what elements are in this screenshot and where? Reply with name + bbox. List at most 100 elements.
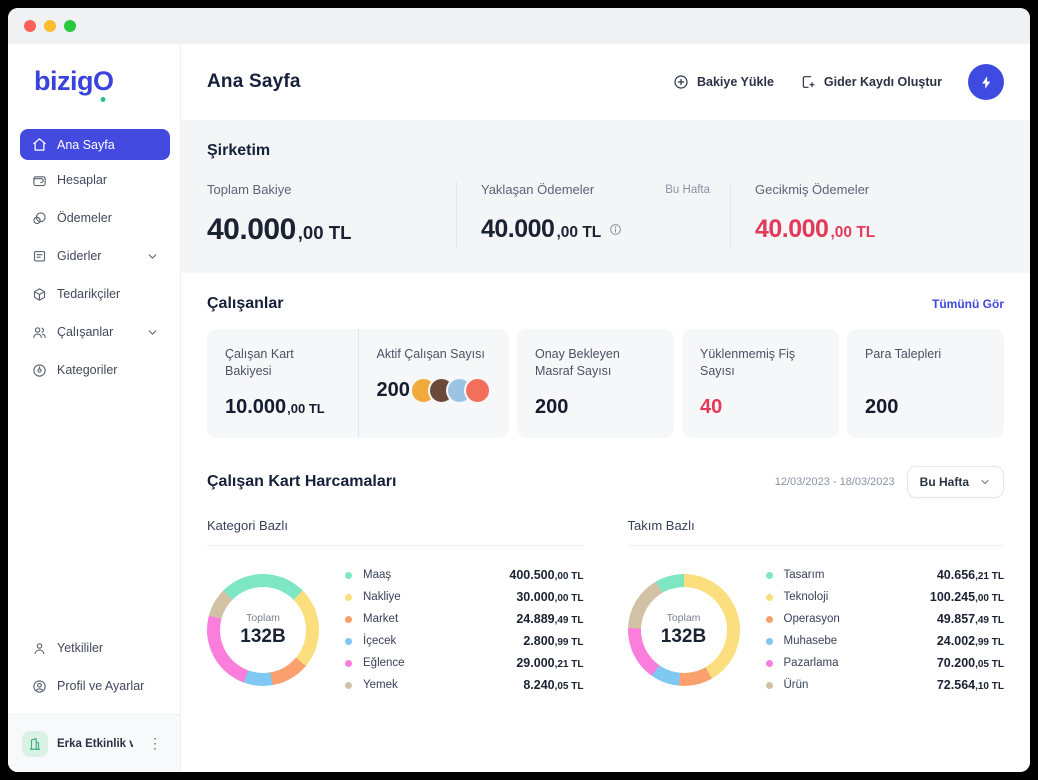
legend-label: Maaş: [363, 569, 392, 581]
legend-dot: [345, 593, 352, 601]
company-switcher[interactable]: Erka Etkinlik ve Tu... ⋮: [8, 714, 180, 772]
upcoming-payments-stat: Yaklaşan Ödemeler Bu Hafta 40.000,00 TL: [456, 182, 730, 247]
legend-row: Maaş 400.500,00 TL: [345, 568, 584, 582]
card-value: 200: [535, 396, 569, 418]
legend-row: Yemek 8.240,05 TL: [345, 678, 584, 692]
home-icon: [31, 137, 47, 153]
company-section-title: Şirketim: [207, 142, 271, 159]
legend-dot: [765, 615, 773, 623]
team-legend: Tasarım 40.656,21 TL Teknoloji 100.245,0…: [765, 568, 1004, 692]
card-label: Para Talepleri: [865, 347, 942, 361]
legend-value: 24.002,99 TL: [936, 634, 1004, 648]
legend-row: Ürün 72.564,10 TL: [765, 678, 1004, 692]
legend-label: Operasyon: [783, 613, 840, 625]
logo-text: bizig: [34, 66, 94, 96]
category-legend: Maaş 400.500,00 TL Nakliye 30.000,00 TL: [345, 568, 584, 692]
page-title: Ana Sayfa: [207, 71, 301, 92]
legend-dot: [765, 637, 773, 645]
company-summary-band: Şirketim Toplam Bakiye 40.000,00 TL Yakl…: [181, 120, 1030, 273]
sidebar-item-giderler[interactable]: Giderler: [20, 238, 170, 274]
legend-value: 2.800,99 TL: [523, 634, 584, 648]
employee-avatars: [410, 377, 491, 404]
card-balance-and-active: Çalışan Kart Bakiyesi 10.000,00 TL Aktif…: [207, 329, 509, 438]
sidebar-item-calisanlar[interactable]: Çalışanlar: [20, 314, 170, 350]
chart-subtitle: Kategori Bazlı: [207, 518, 584, 546]
stat-value-sub: ,00 TL: [830, 224, 876, 241]
app-window: bizigO Ana Sayfa Hesaplar: [8, 8, 1030, 772]
load-balance-label: Bakiye Yükle: [697, 75, 774, 89]
sidebar-item-yetkililer[interactable]: Yetkililer: [20, 630, 170, 666]
sidebar-item-odemeler[interactable]: Ödemeler: [20, 200, 170, 236]
sidebar-item-profil-ve-ayarlar[interactable]: Profil ve Ayarlar: [20, 668, 170, 704]
sidebar-item-label: Ana Sayfa: [57, 137, 115, 152]
stat-label: Gecikmiş Ödemeler: [755, 182, 870, 197]
quick-actions-button[interactable]: [968, 64, 1004, 100]
zoom-window-button[interactable]: [64, 20, 76, 32]
overdue-payments-stat: Gecikmiş Ödemeler 40.000,00 TL: [730, 182, 1004, 247]
minimize-window-button[interactable]: [44, 20, 56, 32]
document-plus-icon: [800, 74, 816, 90]
info-icon[interactable]: [609, 223, 622, 236]
legend-row: Operasyon 49.857,49 TL: [765, 612, 1004, 626]
close-window-button[interactable]: [24, 20, 36, 32]
money-requests-card: Para Talepleri 200: [847, 329, 1004, 438]
sidebar-item-kategoriler[interactable]: Kategoriler: [20, 352, 170, 388]
sidebar-item-label: Profil ve Ayarlar: [57, 679, 145, 693]
kebab-menu-icon[interactable]: ⋮: [148, 735, 162, 751]
chevron-down-icon: [979, 476, 991, 488]
chevron-down-icon[interactable]: [146, 326, 159, 339]
chevron-down-icon[interactable]: [146, 250, 159, 263]
app-body: bizigO Ana Sayfa Hesaplar: [8, 44, 1030, 772]
logo-o-mark: O: [93, 66, 114, 96]
sidebar-item-ana-sayfa[interactable]: Ana Sayfa: [20, 129, 170, 160]
wallet-icon: [31, 172, 47, 188]
document-icon: [31, 248, 47, 264]
legend-label: Pazarlama: [783, 657, 839, 669]
sidebar-item-hesaplar[interactable]: Hesaplar: [20, 162, 170, 198]
coins-icon: [31, 210, 47, 226]
bizigo-logo: bizigO: [8, 44, 180, 95]
see-all-link[interactable]: Tümünü Gör: [932, 297, 1004, 311]
legend-row: Market 24.889,49 TL: [345, 612, 584, 626]
employee-cards: Çalışan Kart Bakiyesi 10.000,00 TL Aktif…: [207, 329, 1004, 438]
sidebar-item-label: Tedarikçiler: [57, 287, 121, 301]
legend-row: Teknoloji 100.245,00 TL: [765, 590, 1004, 604]
legend-value: 24.889,49 TL: [516, 612, 584, 626]
sidebar-item-tedarikciler[interactable]: Tedarikçiler: [20, 276, 170, 312]
legend-dot: [765, 659, 773, 667]
stat-label: Yaklaşan Ödemeler: [481, 182, 595, 197]
stat-value-main: 40.000: [481, 215, 555, 243]
legend-row: Tasarım 40.656,21 TL: [765, 568, 1004, 582]
window-titlebar: [8, 8, 1030, 44]
company-building-icon: [22, 730, 48, 757]
users-icon: [31, 324, 47, 340]
period-filter-dropdown[interactable]: Bu Hafta: [906, 466, 1004, 498]
legend-value: 40.656,21 TL: [936, 568, 1004, 582]
person-icon: [31, 640, 47, 656]
legend-row: İçecek 2.800,99 TL: [345, 634, 584, 648]
card-label: Yüklenmemiş Fiş Sayısı: [700, 347, 796, 378]
stat-label: Toplam Bakiye: [207, 182, 292, 197]
sidebar-item-label: Kategoriler: [57, 363, 118, 377]
card-value: 200: [865, 396, 899, 418]
lightning-icon: [979, 75, 994, 90]
plus-circle-icon: [673, 74, 689, 90]
main-content: Ana Sayfa Bakiye Yükle Gider Kaydı Oluşt…: [181, 44, 1030, 772]
company-name: Erka Etkinlik ve Tu...: [57, 737, 133, 750]
load-balance-button[interactable]: Bakiye Yükle: [673, 74, 774, 90]
spending-section-title: Çalışan Kart Harcamaları: [207, 473, 397, 490]
sidebar-spacer: [8, 388, 180, 630]
card-label: Çalışan Kart Bakiyesi: [225, 347, 294, 378]
create-expense-button[interactable]: Gider Kaydı Oluştur: [800, 74, 942, 90]
sidebar-item-label: Çalışanlar: [57, 325, 114, 339]
legend-value: 70.200,05 TL: [936, 656, 1004, 670]
legend-value: 8.240,05 TL: [523, 678, 584, 692]
legend-row: Eğlence 29.000,21 TL: [345, 656, 584, 670]
legend-value: 100.245,00 TL: [929, 590, 1004, 604]
missing-receipts-card: Yüklenmemiş Fiş Sayısı 40: [682, 329, 839, 438]
legend-label: Muhasebe: [783, 635, 838, 647]
total-balance-stat: Toplam Bakiye 40.000,00 TL: [207, 182, 456, 247]
legend-label: Yemek: [363, 679, 398, 691]
employees-section: Çalışanlar Tümünü Gör Çalışan Kart Bakiy…: [181, 273, 1030, 438]
card-value: 10.000,00 TL: [225, 396, 340, 419]
